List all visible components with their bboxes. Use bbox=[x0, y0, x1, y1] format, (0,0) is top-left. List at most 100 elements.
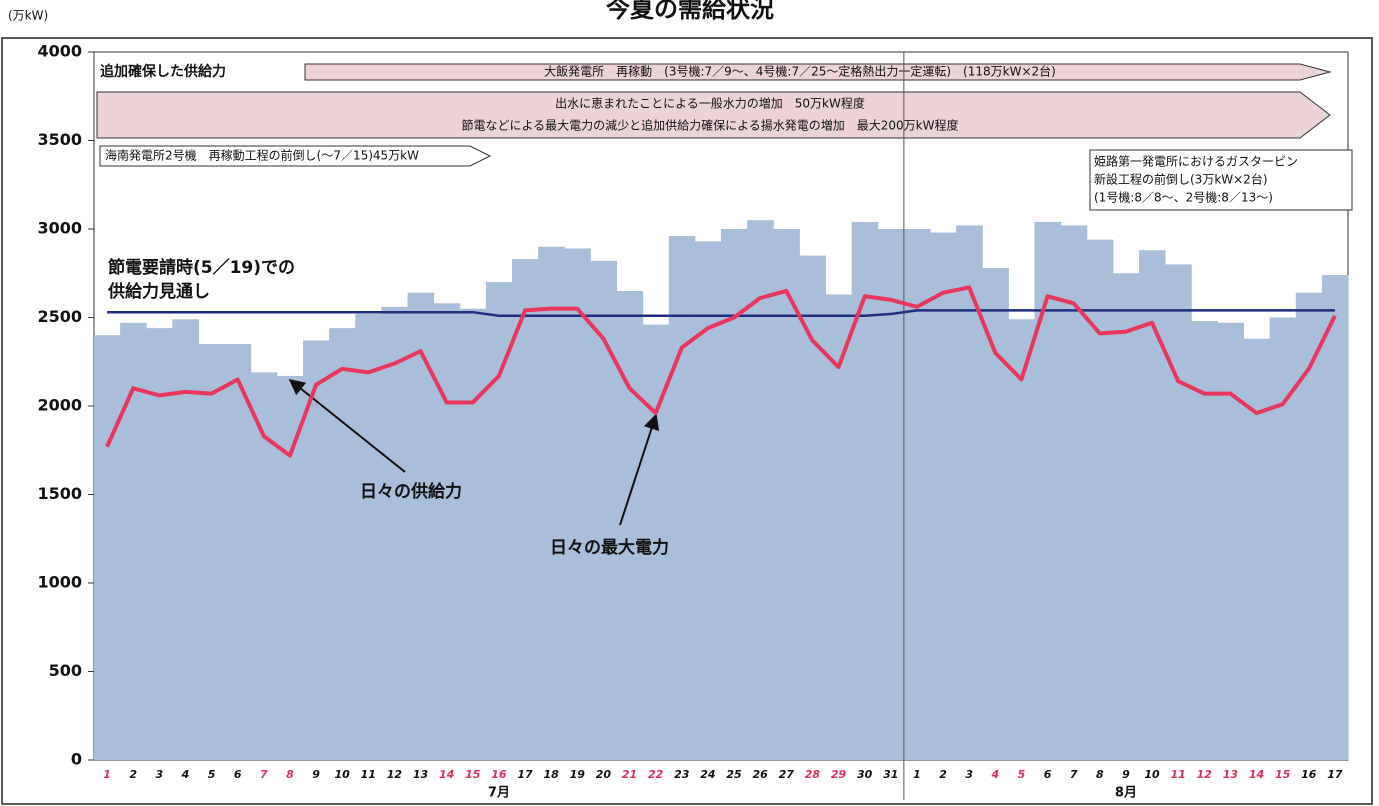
bar bbox=[773, 229, 800, 760]
x-tick-label: 26 bbox=[753, 768, 769, 781]
x-tick-label: 10 bbox=[1144, 768, 1160, 781]
bar bbox=[1008, 319, 1035, 760]
x-tick-label: 14 bbox=[1249, 768, 1264, 781]
x-tick-label: 7 bbox=[1070, 768, 1078, 781]
bar bbox=[303, 340, 330, 760]
series-label: 日々の供給力 bbox=[360, 481, 462, 502]
forecast-line bbox=[107, 309, 1335, 317]
x-tick-label: 9 bbox=[312, 768, 320, 781]
bar bbox=[851, 221, 879, 761]
bar bbox=[1321, 275, 1349, 760]
bar bbox=[1112, 273, 1140, 760]
bar bbox=[747, 220, 774, 760]
y-tick-label: 3500 bbox=[37, 130, 82, 149]
x-tick-label: 22 bbox=[648, 768, 664, 781]
x-tick-label: 4 bbox=[990, 768, 999, 781]
bar bbox=[616, 290, 644, 760]
bar bbox=[1165, 264, 1192, 760]
bar bbox=[198, 344, 226, 760]
banners bbox=[96, 63, 1353, 211]
x-tick-label: 4 bbox=[181, 768, 190, 781]
bar bbox=[1191, 321, 1218, 760]
bar bbox=[1034, 221, 1062, 761]
annotation: 出水に恵まれたことによる一般水力の増加 50万kW程度 bbox=[555, 96, 865, 111]
x-tick-label: 31 bbox=[883, 768, 898, 781]
x-tick-label: 6 bbox=[1044, 768, 1052, 781]
annotation: 追加確保した供給力 bbox=[100, 63, 226, 80]
month-label: 7月 bbox=[488, 786, 510, 801]
x-tick-label: 29 bbox=[831, 768, 847, 781]
x-tick-label: 12 bbox=[1197, 768, 1213, 781]
x-tick-label: 30 bbox=[857, 768, 873, 781]
x-tick-label: 12 bbox=[387, 768, 403, 781]
bar bbox=[1217, 322, 1244, 760]
month-label: 8月 bbox=[1115, 786, 1137, 801]
bar bbox=[250, 372, 278, 760]
y-tick-label: 4000 bbox=[37, 42, 82, 61]
bar bbox=[172, 319, 199, 760]
x-tick-label: 25 bbox=[726, 768, 742, 781]
annotation: (1号機:8／8～、2号機:8／13～) bbox=[1094, 190, 1273, 205]
pointer bbox=[288, 379, 406, 473]
bar bbox=[799, 255, 826, 761]
y-tick-label: 1000 bbox=[37, 573, 82, 592]
bar bbox=[1139, 250, 1166, 761]
x-tick-label: 10 bbox=[335, 768, 351, 781]
x-tick-label: 11 bbox=[361, 768, 376, 781]
x-tick-label: 3 bbox=[155, 768, 163, 781]
x-tick-label: 1 bbox=[913, 768, 921, 781]
x-tick-label: 6 bbox=[234, 768, 242, 781]
bar bbox=[433, 303, 461, 760]
bar bbox=[276, 375, 304, 760]
y-tick-label: 3000 bbox=[37, 219, 82, 238]
y-tick-label: 2500 bbox=[37, 307, 82, 326]
bar bbox=[146, 328, 173, 760]
bar bbox=[903, 229, 931, 760]
x-tick-label: 3 bbox=[965, 768, 973, 781]
x-tick-label: 23 bbox=[674, 768, 690, 781]
x-tick-label: 15 bbox=[1275, 768, 1291, 781]
y-unit: (万kW) bbox=[8, 9, 48, 23]
annotation: 大飯発電所 再稼動 (3号機:7／9～、4号機:7／25～定格熱出力一定運転) … bbox=[544, 64, 1056, 79]
x-tick-label: 16 bbox=[491, 768, 507, 781]
bar bbox=[459, 308, 487, 760]
x-tick-label: 9 bbox=[1122, 768, 1130, 781]
bar bbox=[1086, 239, 1114, 760]
bar bbox=[642, 324, 670, 760]
demand-line bbox=[105, 285, 1337, 458]
banner bbox=[99, 145, 492, 167]
bar bbox=[538, 246, 565, 760]
bar bbox=[224, 344, 252, 760]
bar bbox=[1269, 317, 1297, 760]
bar bbox=[1295, 292, 1323, 760]
series-label: 供給力見通し bbox=[107, 281, 210, 302]
frame bbox=[1, 37, 1373, 805]
x-tick-label: 19 bbox=[570, 768, 586, 781]
x-tick-label: 2 bbox=[939, 768, 947, 781]
banner bbox=[304, 63, 1332, 81]
x-tick-label: 1 bbox=[103, 768, 111, 781]
x-tick-label: 13 bbox=[413, 768, 429, 781]
x-tick-label: 11 bbox=[1171, 768, 1186, 781]
x-tick-label: 15 bbox=[465, 768, 481, 781]
x-tick-label: 8 bbox=[1096, 768, 1104, 781]
bar bbox=[355, 313, 382, 760]
bar bbox=[590, 260, 617, 760]
bar bbox=[512, 259, 539, 760]
y-tick-label: 1500 bbox=[37, 484, 82, 503]
banner bbox=[96, 91, 1331, 139]
x-tick-label: 20 bbox=[596, 768, 612, 781]
annotation: 姫路第一発電所におけるガスタービン bbox=[1094, 154, 1298, 169]
x-tick-label: 18 bbox=[544, 768, 560, 781]
bar bbox=[825, 294, 853, 760]
x-tick-label: 21 bbox=[622, 768, 637, 781]
bar bbox=[381, 306, 408, 760]
annotation: 海南発電所2号機 再稼動工程の前倒し(～7／15)45万kW bbox=[105, 148, 419, 163]
bar bbox=[877, 229, 905, 760]
y-tick-label: 2000 bbox=[37, 396, 82, 415]
y-tick-label: 500 bbox=[49, 661, 82, 680]
pointer bbox=[619, 413, 660, 526]
x-tick-label: 2 bbox=[129, 768, 137, 781]
x-tick-label: 5 bbox=[208, 768, 216, 781]
